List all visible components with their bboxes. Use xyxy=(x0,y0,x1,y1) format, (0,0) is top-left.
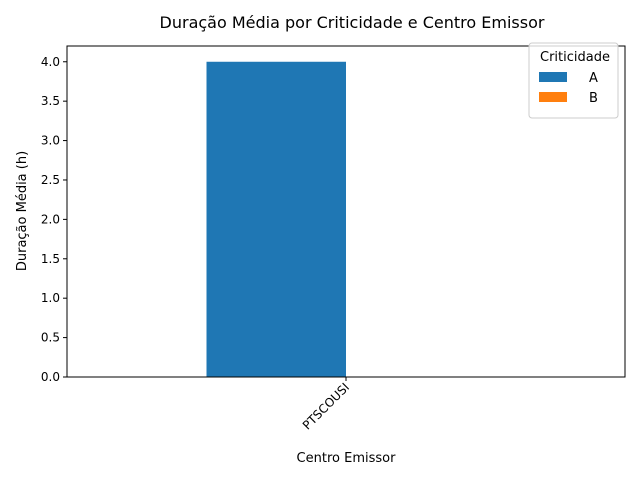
y-tick-label: 0.0 xyxy=(41,370,60,384)
legend-label-A: A xyxy=(589,71,598,86)
y-axis: 0.0 0.5 1.0 1.5 2.0 2.5 3.0 3.5 4.0 xyxy=(41,55,67,384)
y-tick-label: 3.5 xyxy=(41,94,60,108)
y-tick-label: 4.0 xyxy=(41,55,60,69)
legend-swatch-A xyxy=(539,72,567,82)
legend: Criticidade AB xyxy=(528,42,619,119)
x-tick-label: PTSCOUSI xyxy=(300,380,352,432)
x-axis: PTSCOUSI xyxy=(300,377,352,433)
y-tick-label: 0.5 xyxy=(41,331,60,345)
y-tick-label: 1.0 xyxy=(41,291,60,305)
legend-title: Criticidade xyxy=(540,50,610,65)
legend-swatch-B xyxy=(539,92,567,102)
y-tick-label: 2.5 xyxy=(41,173,60,187)
legend-label-B: B xyxy=(589,91,598,106)
y-tick-label: 2.0 xyxy=(41,212,60,226)
chart-title: Duração Média por Criticidade e Centro E… xyxy=(160,13,545,32)
plot-area xyxy=(206,61,346,378)
y-axis-label: Duração Média (h) xyxy=(15,151,30,271)
x-axis-label: Centro Emissor xyxy=(297,451,397,466)
legend-items: AB xyxy=(539,71,598,106)
y-tick-label: 3.0 xyxy=(41,134,60,148)
bar-A-PTSCOUSI xyxy=(206,61,346,378)
y-tick-label: 1.5 xyxy=(41,252,60,266)
